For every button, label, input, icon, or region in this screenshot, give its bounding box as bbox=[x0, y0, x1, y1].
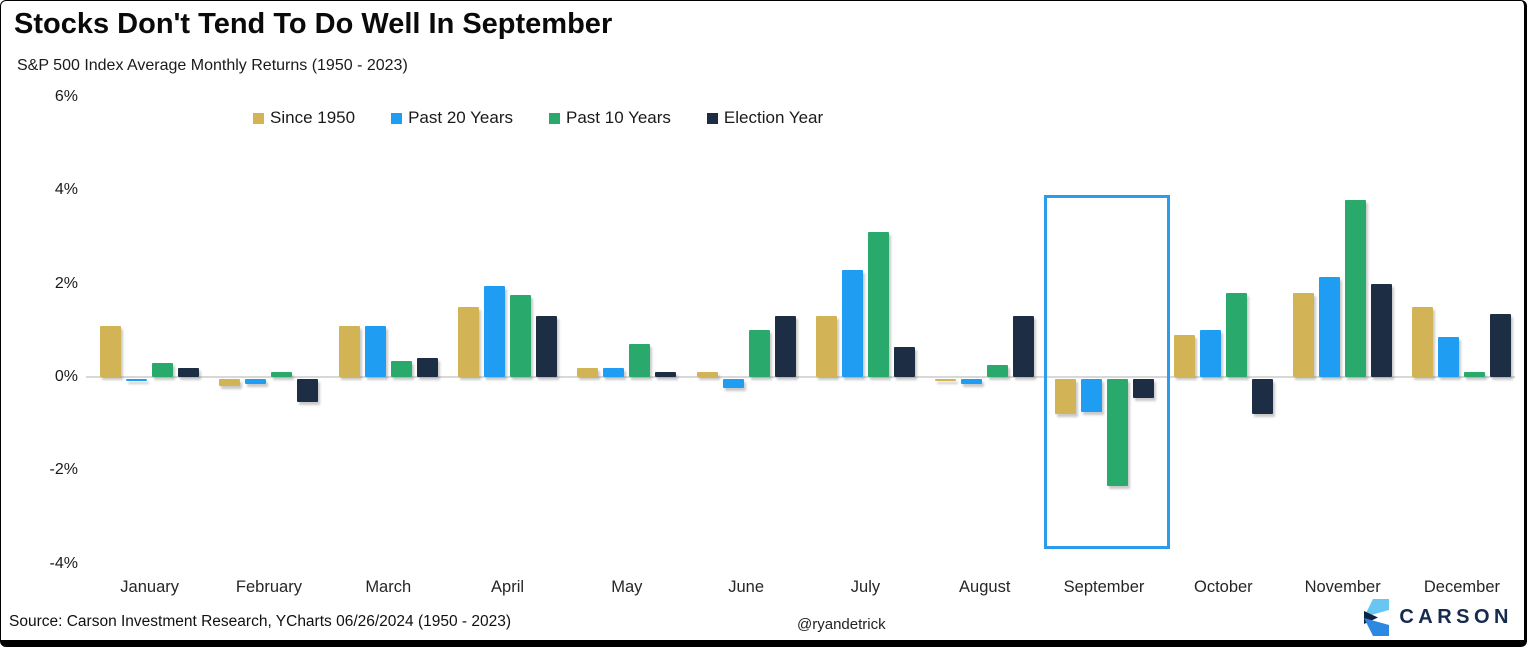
y-axis-tick-label: 0% bbox=[54, 368, 78, 385]
bar-election-year-january bbox=[178, 367, 200, 377]
bar-past-20-years-april bbox=[484, 285, 506, 377]
september-highlight-box bbox=[1044, 195, 1171, 549]
bar-election-year-october bbox=[1251, 379, 1273, 414]
bar-since-1950-february bbox=[219, 379, 241, 386]
legend-label: Election Year bbox=[723, 108, 824, 127]
bar-election-year-september bbox=[1132, 379, 1154, 398]
bar-since-1950-september bbox=[1054, 379, 1076, 414]
legend-item: Past 20 Years bbox=[391, 108, 513, 128]
bar-election-year-december bbox=[1490, 313, 1512, 377]
legend-swatch bbox=[253, 112, 264, 124]
bar-past-10-years-february bbox=[271, 372, 293, 377]
bar-election-year-july bbox=[893, 346, 915, 377]
bar-since-1950-april bbox=[458, 306, 480, 377]
legend-swatch bbox=[549, 112, 560, 124]
carson-wordmark: CARSON bbox=[1399, 606, 1513, 628]
bar-since-1950-november bbox=[1293, 292, 1315, 377]
bar-past-10-years-june bbox=[748, 330, 770, 377]
bar-past-20-years-august bbox=[961, 379, 983, 384]
legend-item: Past 10 Years bbox=[549, 108, 671, 128]
bar-past-20-years-september bbox=[1080, 379, 1102, 412]
source-note: Source: Carson Investment Research, YCha… bbox=[9, 613, 512, 630]
carson-logo: CARSON bbox=[1360, 599, 1513, 636]
month-label-february: February bbox=[235, 578, 302, 596]
bar-since-1950-june bbox=[696, 372, 718, 377]
bar-past-10-years-december bbox=[1464, 372, 1486, 377]
legend: Since 1950 Past 20 Years Past 10 Years Elec… bbox=[253, 108, 823, 128]
bar-since-1950-march bbox=[338, 325, 360, 377]
bar-past-20-years-may bbox=[603, 367, 625, 377]
month-label-april: April bbox=[491, 578, 525, 596]
bar-since-1950-july bbox=[815, 316, 837, 377]
month-label-july: July bbox=[850, 578, 881, 596]
bar-election-year-june bbox=[774, 316, 796, 377]
bar-past-20-years-october bbox=[1199, 330, 1221, 377]
page-subtitle: S&P 500 Index Average Monthly Returns (1… bbox=[17, 57, 408, 74]
legend-swatch bbox=[706, 112, 718, 124]
bar-past-20-years-july bbox=[841, 269, 863, 377]
twitter-handle: @ryandetrick bbox=[797, 616, 886, 633]
bar-since-1950-december bbox=[1412, 306, 1434, 377]
month-label-august: August bbox=[959, 578, 1011, 596]
bar-past-10-years-july bbox=[867, 232, 889, 377]
month-label-december: December bbox=[1423, 578, 1500, 596]
bar-since-1950-october bbox=[1173, 334, 1195, 377]
legend-item: Since 1950 bbox=[253, 108, 355, 128]
month-label-october: October bbox=[1193, 578, 1253, 596]
month-label-november: November bbox=[1304, 578, 1381, 596]
zero-axis-line bbox=[86, 376, 1515, 378]
month-label-june: June bbox=[728, 578, 765, 596]
carson-chevron-icon bbox=[1360, 599, 1390, 636]
y-axis-tick-label: -4% bbox=[49, 554, 78, 572]
legend-label: Since 1950 bbox=[270, 108, 356, 127]
bar-past-20-years-march bbox=[364, 325, 386, 377]
month-label-march: March bbox=[365, 578, 412, 596]
bar-past-20-years-november bbox=[1319, 276, 1341, 377]
bar-past-10-years-april bbox=[510, 295, 532, 377]
bar-past-10-years-january bbox=[152, 362, 174, 377]
bar-past-10-years-august bbox=[987, 365, 1009, 377]
legend-swatch bbox=[391, 112, 403, 124]
legend-label: Past 10 Years bbox=[566, 108, 671, 127]
bar-election-year-april bbox=[536, 316, 558, 377]
y-axis-tick-label: 6% bbox=[54, 87, 78, 105]
y-axis-tick-label: 2% bbox=[54, 274, 78, 292]
bar-past-20-years-january bbox=[126, 379, 148, 382]
bar-past-10-years-october bbox=[1225, 292, 1247, 377]
bar-election-year-august bbox=[1013, 316, 1035, 377]
y-axis-tick-label: 4% bbox=[54, 181, 78, 199]
bar-past-10-years-november bbox=[1345, 199, 1367, 377]
bar-past-20-years-december bbox=[1438, 337, 1460, 377]
legend-label: Past 20 Years bbox=[408, 108, 513, 127]
bar-past-10-years-september bbox=[1106, 379, 1128, 487]
bar-past-20-years-february bbox=[245, 379, 267, 384]
legend-item: Election Year bbox=[706, 108, 824, 128]
y-axis-tick-label: -2% bbox=[49, 461, 78, 479]
month-label-may: May bbox=[611, 578, 643, 596]
bar-election-year-march bbox=[416, 358, 438, 377]
bar-past-10-years-march bbox=[390, 360, 412, 377]
bar-past-10-years-may bbox=[629, 344, 651, 377]
bar-election-year-november bbox=[1371, 283, 1393, 377]
bar-election-year-may bbox=[655, 372, 677, 377]
bar-since-1950-january bbox=[100, 325, 122, 377]
bar-since-1950-may bbox=[577, 367, 599, 377]
bar-election-year-february bbox=[297, 379, 319, 403]
page-title: Stocks Don't Tend To Do Well In Septembe… bbox=[14, 8, 613, 40]
bar-past-20-years-june bbox=[722, 379, 744, 389]
month-label-january: January bbox=[120, 578, 179, 596]
month-label-september: September bbox=[1063, 578, 1145, 596]
bar-since-1950-august bbox=[935, 379, 957, 382]
